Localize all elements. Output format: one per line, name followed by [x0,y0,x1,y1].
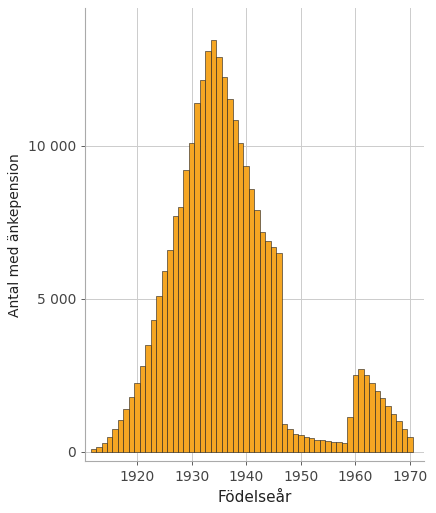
Bar [347,417,353,452]
Bar [96,447,102,452]
Bar [266,241,271,452]
Bar [380,399,385,452]
Bar [162,271,167,452]
Bar [140,366,145,452]
Bar [221,77,227,452]
Bar [200,80,205,452]
Bar [336,442,342,452]
Bar [282,424,287,452]
Bar [303,437,309,452]
Bar [107,437,112,452]
Bar [145,345,151,452]
Bar [216,57,221,452]
Bar [112,429,118,452]
Y-axis label: Antal med änkepension: Antal med änkepension [8,153,22,317]
Bar [325,441,331,452]
Bar [287,429,293,452]
Bar [369,383,375,452]
Bar [205,51,211,452]
Bar [118,420,123,452]
Bar [385,406,391,452]
Bar [314,440,320,452]
Bar [298,435,303,452]
Bar [173,216,178,452]
Bar [232,120,238,452]
Bar [320,440,325,452]
Bar [123,409,129,452]
Bar [309,438,314,452]
Bar [227,98,232,452]
Bar [184,170,189,452]
Bar [194,103,200,452]
Bar [151,320,156,452]
Bar [342,443,347,452]
Bar [364,376,369,452]
Bar [134,383,140,452]
Bar [402,429,407,452]
Bar [129,397,134,452]
Bar [358,369,364,452]
Bar [396,421,402,452]
Bar [238,143,243,452]
Bar [271,247,276,452]
Bar [243,166,249,452]
Bar [391,413,396,452]
Bar [293,433,298,452]
Bar [178,207,184,452]
Bar [211,41,216,452]
Bar [255,210,260,452]
Bar [375,391,380,452]
Bar [167,250,173,452]
Bar [331,442,336,452]
Bar [276,253,282,452]
Bar [91,449,96,452]
Bar [189,143,194,452]
Bar [353,376,358,452]
X-axis label: Födelseår: Födelseår [217,490,292,505]
Bar [407,437,413,452]
Bar [102,443,107,452]
Bar [156,296,162,452]
Bar [249,189,255,452]
Bar [260,232,266,452]
